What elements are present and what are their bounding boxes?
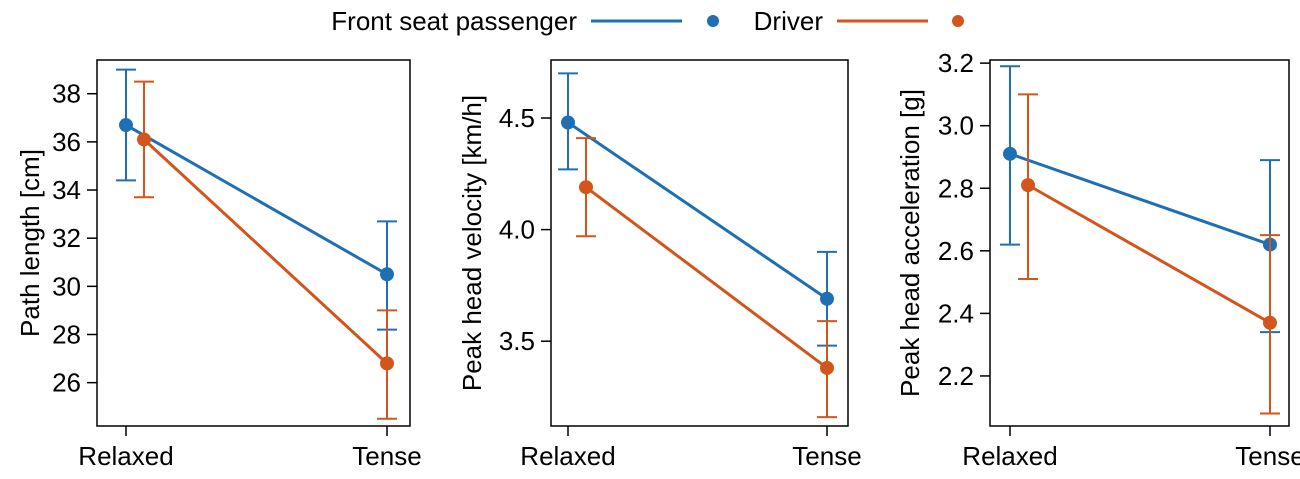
data-point-driver <box>137 132 151 147</box>
y-axis-label: Peak head acceleration [g] <box>895 89 925 397</box>
data-point-passenger <box>380 267 394 282</box>
y-tick-label: 4.0 <box>499 215 535 245</box>
data-point-driver <box>579 180 593 195</box>
x-tick-label: Tense <box>1235 441 1300 471</box>
data-point-driver <box>380 356 394 371</box>
y-tick-label: 3.0 <box>938 111 974 141</box>
plot-frame <box>989 59 1290 427</box>
y-tick-label: 26 <box>52 368 81 398</box>
panel-1: 26 28 30 32 34 36 38 Relaxed Tense Path length [c… <box>15 59 422 471</box>
y-axis-label: Path length [cm] <box>15 149 45 337</box>
y-tick-label: 38 <box>52 79 81 109</box>
x-tick-label: Relaxed <box>78 441 173 471</box>
series-line-passenger <box>567 121 828 301</box>
y-tick-label: 3.2 <box>938 48 974 78</box>
x-tick-label: Tense <box>352 441 421 471</box>
y-tick-label: 28 <box>52 320 81 350</box>
series-line-driver <box>585 186 828 370</box>
y-tick-label: 3.5 <box>499 326 535 356</box>
series-line-passenger <box>125 123 388 276</box>
y-tick-label: 2.4 <box>938 298 974 328</box>
legend-label-passenger: Front seat passenger <box>331 6 577 36</box>
y-axis-label: Peak head velocity [km/h] <box>457 95 487 391</box>
legend-marker-passenger <box>707 15 719 27</box>
plot-frame <box>96 59 411 427</box>
y-tick-label: 2.8 <box>938 173 974 203</box>
y-tick-label: 32 <box>52 223 81 253</box>
y-tick-label: 30 <box>52 271 81 301</box>
series-line-passenger <box>1009 152 1271 246</box>
series-line-driver <box>1027 183 1271 325</box>
data-point-driver <box>1021 178 1035 193</box>
data-point-driver <box>1263 315 1277 330</box>
y-tick-label: 2.6 <box>938 236 974 266</box>
data-point-passenger <box>1003 146 1017 161</box>
x-tick-label: Tense <box>792 441 861 471</box>
series-line-driver <box>142 138 389 365</box>
y-tick-label: 4.5 <box>499 103 535 133</box>
legend: Front seat passenger Driver <box>331 6 964 36</box>
data-point-passenger <box>561 115 575 130</box>
data-point-passenger <box>119 118 133 133</box>
x-tick-label: Relaxed <box>520 441 615 471</box>
plot-frame <box>550 59 849 427</box>
y-tick-label: 2.2 <box>938 361 974 391</box>
data-point-driver <box>820 360 834 375</box>
x-tick-label: Relaxed <box>962 441 1057 471</box>
y-tick-label: 34 <box>52 175 81 205</box>
panel-3: 2.2 2.4 2.6 2.8 3.0 3.2 Relaxed Tense Peak head … <box>895 48 1300 471</box>
legend-label-driver: Driver <box>754 6 824 36</box>
data-point-passenger <box>820 291 834 306</box>
y-tick-label: 36 <box>52 127 81 157</box>
legend-marker-driver <box>952 15 964 27</box>
panel-2: 3.5 4.0 4.5 Relaxed Tense Peak head velocity … <box>457 59 862 471</box>
